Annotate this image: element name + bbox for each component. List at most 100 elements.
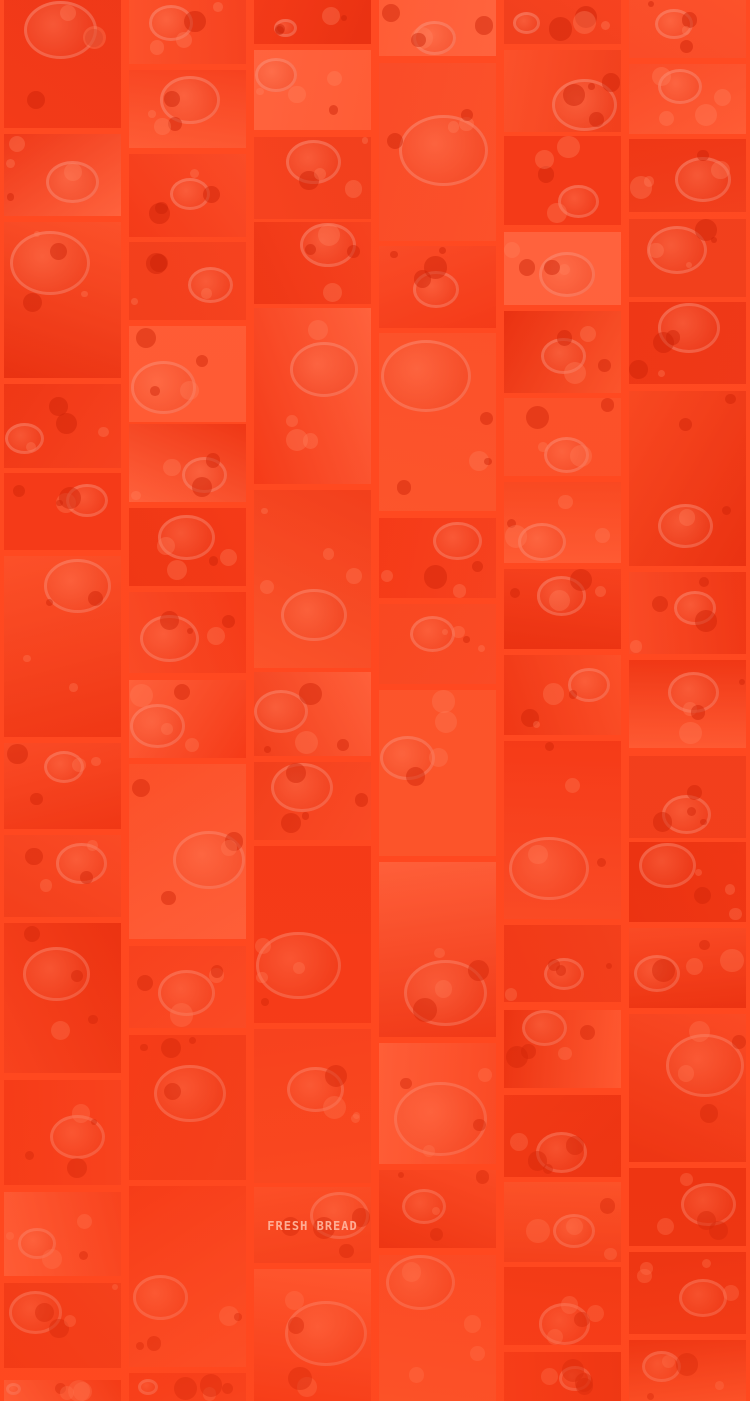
grain-bowls-photo[interactable] <box>129 326 246 422</box>
steak-plate-photo[interactable] <box>379 63 496 241</box>
dark-bowl-photo[interactable] <box>254 762 371 840</box>
burger-stack-photo[interactable] <box>129 70 246 148</box>
food-detail <box>461 109 474 122</box>
cutlery-plate-photo[interactable] <box>4 1192 121 1276</box>
noodle-stack-photo[interactable] <box>254 222 371 304</box>
fresh-bread-sign-photo[interactable]: FRESH BREAD <box>254 1187 371 1263</box>
fruit-basket-photo[interactable] <box>254 137 371 219</box>
skewer-plate-photo[interactable] <box>629 928 746 1008</box>
tomatoes-closeup-photo[interactable] <box>504 655 621 735</box>
cake-slice-photo[interactable] <box>129 1035 246 1180</box>
bread-greens-photo[interactable] <box>379 333 496 511</box>
fruit-basket-dark-photo[interactable] <box>629 572 746 654</box>
red-apples-photo[interactable] <box>254 308 371 484</box>
food-detail <box>63 163 82 182</box>
berry-bowl-photo[interactable] <box>504 1267 621 1345</box>
macarons-stack-photo[interactable] <box>504 482 621 563</box>
food-detail <box>601 72 621 92</box>
flowers-breakfast-photo[interactable] <box>504 311 621 393</box>
cafe-window-photo[interactable] <box>504 1010 621 1088</box>
food-detail <box>479 411 494 426</box>
pumpkin-bowls-photo[interactable] <box>379 246 496 328</box>
tile-tint <box>4 222 121 378</box>
bottom-salad-photo[interactable] <box>129 1373 246 1401</box>
tile-tint <box>254 308 371 484</box>
sandwich-board-photo[interactable] <box>4 222 121 378</box>
tile-tint <box>4 1380 121 1401</box>
flatbread-photo[interactable] <box>504 925 621 1002</box>
market-stall-photo[interactable] <box>4 835 121 917</box>
table-setting-photo[interactable] <box>129 764 246 939</box>
nut-pile-photo[interactable] <box>379 862 496 1037</box>
bagels-tray-photo[interactable] <box>254 1269 371 1401</box>
nut-bowl-photo[interactable] <box>379 0 496 56</box>
bowl-top-photo[interactable] <box>504 0 621 44</box>
sushi-plates-photo[interactable] <box>629 0 746 58</box>
food-detail <box>594 586 607 598</box>
stew-pot-photo[interactable] <box>129 154 246 237</box>
tile-tint <box>129 680 246 758</box>
plate-shape <box>56 843 107 884</box>
porridge-bowl-photo[interactable] <box>129 946 246 1028</box>
food-detail <box>688 1020 710 1042</box>
dark-bread-photo[interactable] <box>129 424 246 502</box>
tortilla-flowers-photo[interactable] <box>4 134 121 216</box>
food-detail <box>280 812 302 833</box>
food-detail <box>555 965 567 976</box>
herb-plate-photo[interactable] <box>379 1170 496 1248</box>
sandwich-box-photo[interactable] <box>504 569 621 649</box>
sausage-tray-photo[interactable] <box>629 219 746 297</box>
pizza-basil-photo[interactable] <box>629 139 746 212</box>
pastry-board-photo[interactable] <box>129 0 246 64</box>
cherry-tomatoes-photo[interactable] <box>254 0 371 44</box>
pasta-plate-photo[interactable] <box>254 846 371 1023</box>
bowls-overhead-photo[interactable] <box>129 1186 246 1367</box>
food-detail <box>690 705 706 721</box>
tile-tint <box>129 326 246 422</box>
plate-shape <box>255 58 298 92</box>
macaron-box-photo[interactable] <box>4 473 121 550</box>
plate-shape <box>285 139 342 184</box>
soup-tureen-photo[interactable] <box>379 518 496 598</box>
greens-bowl-photo[interactable] <box>629 842 746 922</box>
red-fruit-photo[interactable] <box>629 1168 746 1246</box>
spice-jars-photo[interactable] <box>129 680 246 758</box>
bottom-plate-photo[interactable] <box>504 1352 621 1401</box>
bottom-cup-photo[interactable] <box>629 1340 746 1401</box>
eggs-plates-photo[interactable] <box>504 50 621 132</box>
dark-table-photo[interactable] <box>4 743 121 829</box>
dark-bowl-garnish-photo[interactable] <box>629 302 746 384</box>
berries-spread-photo[interactable] <box>4 1283 121 1368</box>
dark-counter-photo[interactable] <box>504 1182 621 1262</box>
oranges-dark-photo[interactable] <box>629 391 746 566</box>
sliders-photo[interactable] <box>629 660 746 748</box>
flower-berries-photo[interactable] <box>629 1014 746 1162</box>
salad-plate-photo[interactable] <box>254 672 371 756</box>
tea-cup-photo[interactable] <box>379 604 496 684</box>
tomato-soup-bowls-photo[interactable] <box>4 556 121 737</box>
pancakes-plate-photo[interactable] <box>4 0 121 128</box>
berries-parchment-photo[interactable] <box>504 136 621 225</box>
cookie-plate-photo[interactable] <box>504 1095 621 1177</box>
bakery-shelf-photo[interactable] <box>629 756 746 838</box>
food-detail <box>693 887 711 905</box>
pizza-board-photo[interactable] <box>504 398 621 476</box>
rice-cloth-photo[interactable] <box>379 690 496 856</box>
tomato-pile-photo[interactable] <box>379 1255 496 1401</box>
pizza-slice-photo[interactable] <box>254 50 371 130</box>
bottom-dish-photo[interactable] <box>4 1380 121 1401</box>
kettle-cups-photo[interactable] <box>254 490 371 668</box>
white-plate-photo[interactable] <box>129 592 246 673</box>
tomato-dish-photo[interactable] <box>629 64 746 134</box>
blank-counter-photo[interactable] <box>629 1252 746 1334</box>
city-street-photo[interactable] <box>504 232 621 305</box>
strawberry-tray-photo[interactable] <box>4 384 121 468</box>
notebook-spoons-photo[interactable] <box>129 242 246 320</box>
ladle-pan-photo[interactable] <box>504 741 621 919</box>
soup-bowl-photo[interactable] <box>129 508 246 586</box>
honey-jar-photo[interactable] <box>379 1043 496 1164</box>
food-detail <box>648 1 655 8</box>
chocolate-box-photo[interactable] <box>254 1029 371 1183</box>
dessert-plate-photo[interactable] <box>4 1080 121 1185</box>
salad-bowls-photo[interactable] <box>4 923 121 1073</box>
